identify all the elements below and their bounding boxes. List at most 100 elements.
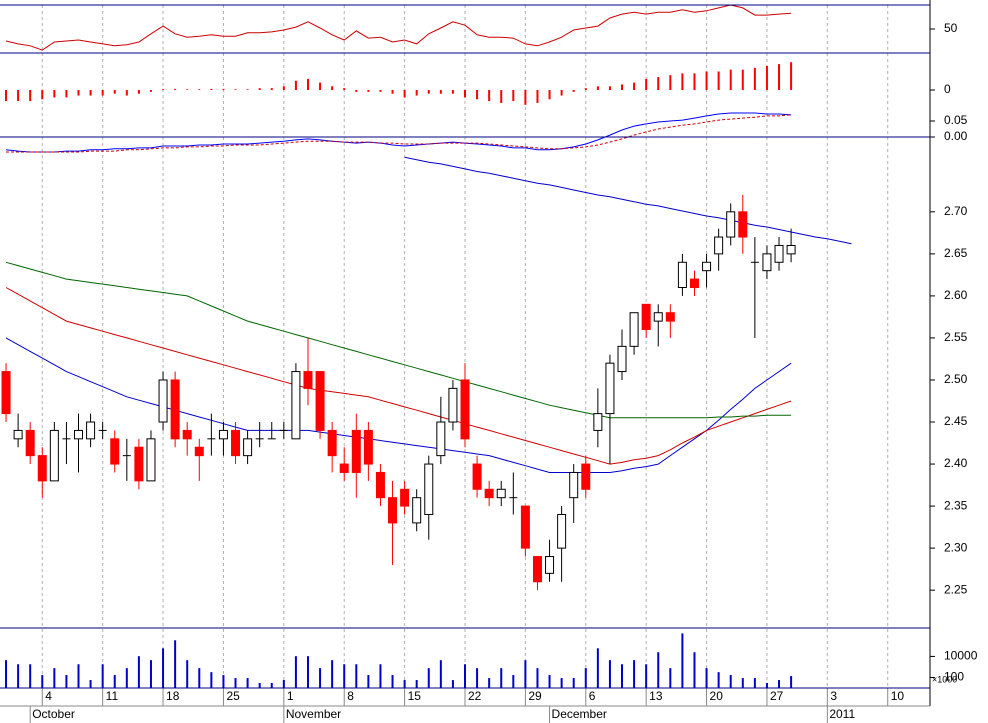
candle-body [37, 455, 47, 482]
month-label: 2011 [829, 707, 855, 721]
bar [17, 90, 20, 102]
x-tick-label: 22 [468, 689, 482, 703]
bar [137, 656, 140, 688]
bar [548, 90, 551, 100]
y-tick-label: 0.00 [944, 129, 968, 143]
bar [246, 89, 249, 90]
bar [669, 75, 672, 90]
bar [5, 90, 8, 102]
candle-body [545, 556, 555, 574]
candle-body [110, 438, 120, 465]
month-label: October [32, 707, 75, 721]
y-tick-label: 2.45 [944, 414, 968, 428]
series-line [6, 114, 792, 153]
bar [705, 668, 708, 688]
bar [633, 82, 636, 90]
candle-body [170, 379, 180, 440]
bar [621, 84, 624, 90]
x-tick-label: 6 [589, 689, 596, 703]
bar [500, 668, 503, 688]
bar [343, 664, 346, 688]
bar [210, 672, 213, 688]
bar [282, 86, 285, 90]
y-tick-label: 2.25 [944, 582, 968, 596]
bar [488, 90, 491, 102]
bar [65, 90, 68, 98]
x-tick-label: 18 [166, 689, 180, 703]
series-line [5, 337, 792, 473]
y-tick-label: 100 [944, 670, 964, 684]
bar [560, 90, 563, 96]
bar [669, 668, 672, 688]
bar [596, 86, 599, 90]
bar [65, 675, 68, 688]
bar [186, 89, 189, 90]
y-tick-label: 2.65 [944, 246, 968, 260]
bar [270, 682, 273, 688]
frame [0, 0, 931, 707]
bar [41, 90, 44, 100]
bar [645, 78, 648, 90]
candle-body [303, 371, 313, 389]
candle-body [460, 379, 470, 440]
candle-body [194, 446, 204, 457]
bar [427, 668, 430, 688]
bar [778, 680, 781, 688]
bar [451, 90, 454, 94]
candle-body [762, 253, 772, 272]
bar [741, 69, 744, 90]
candle-body [436, 421, 446, 457]
bar [790, 676, 793, 688]
candle-body [86, 421, 96, 440]
x-tick-label: 25 [226, 689, 240, 703]
y-tick-label: 2.60 [944, 288, 968, 302]
bar [101, 664, 104, 688]
bar [174, 88, 177, 90]
bar [5, 660, 8, 688]
candle-body [738, 211, 748, 238]
bar [234, 89, 237, 90]
bar [149, 90, 152, 92]
candle-body [774, 244, 784, 263]
candle-body [605, 362, 615, 415]
bar [500, 90, 503, 103]
bar [379, 664, 382, 688]
candle-body [158, 379, 168, 423]
bar [524, 660, 527, 688]
bar [741, 678, 744, 688]
bar [476, 668, 479, 688]
bar [391, 675, 394, 688]
candle-body [472, 463, 482, 490]
bar [512, 675, 515, 688]
bar [379, 90, 382, 92]
bar [17, 664, 20, 688]
x-tick-label: 27 [770, 689, 784, 703]
bar [524, 90, 527, 105]
y-tick-label: 0.05 [944, 113, 968, 127]
bar [753, 678, 756, 688]
y-tick-label: 2.35 [944, 498, 968, 512]
bar [270, 88, 273, 90]
candle-body [689, 278, 699, 288]
candle-body [569, 471, 579, 499]
bar [222, 88, 225, 90]
bar [427, 90, 430, 94]
bar [137, 90, 140, 94]
bar [53, 668, 56, 688]
y-tick-label: 2.40 [944, 456, 968, 470]
bar [258, 682, 261, 688]
bar [681, 633, 684, 688]
bar [729, 675, 732, 688]
bar [391, 90, 394, 94]
candle-body [641, 303, 651, 331]
bar [222, 675, 225, 688]
y-tick-label: 2.50 [944, 372, 968, 386]
candle-body [25, 429, 35, 457]
bar [464, 664, 466, 688]
x-tick-label: 15 [408, 689, 422, 703]
bar [198, 89, 201, 90]
candle-body [182, 429, 192, 440]
bar [355, 90, 358, 92]
mark-layer [1, 4, 852, 688]
